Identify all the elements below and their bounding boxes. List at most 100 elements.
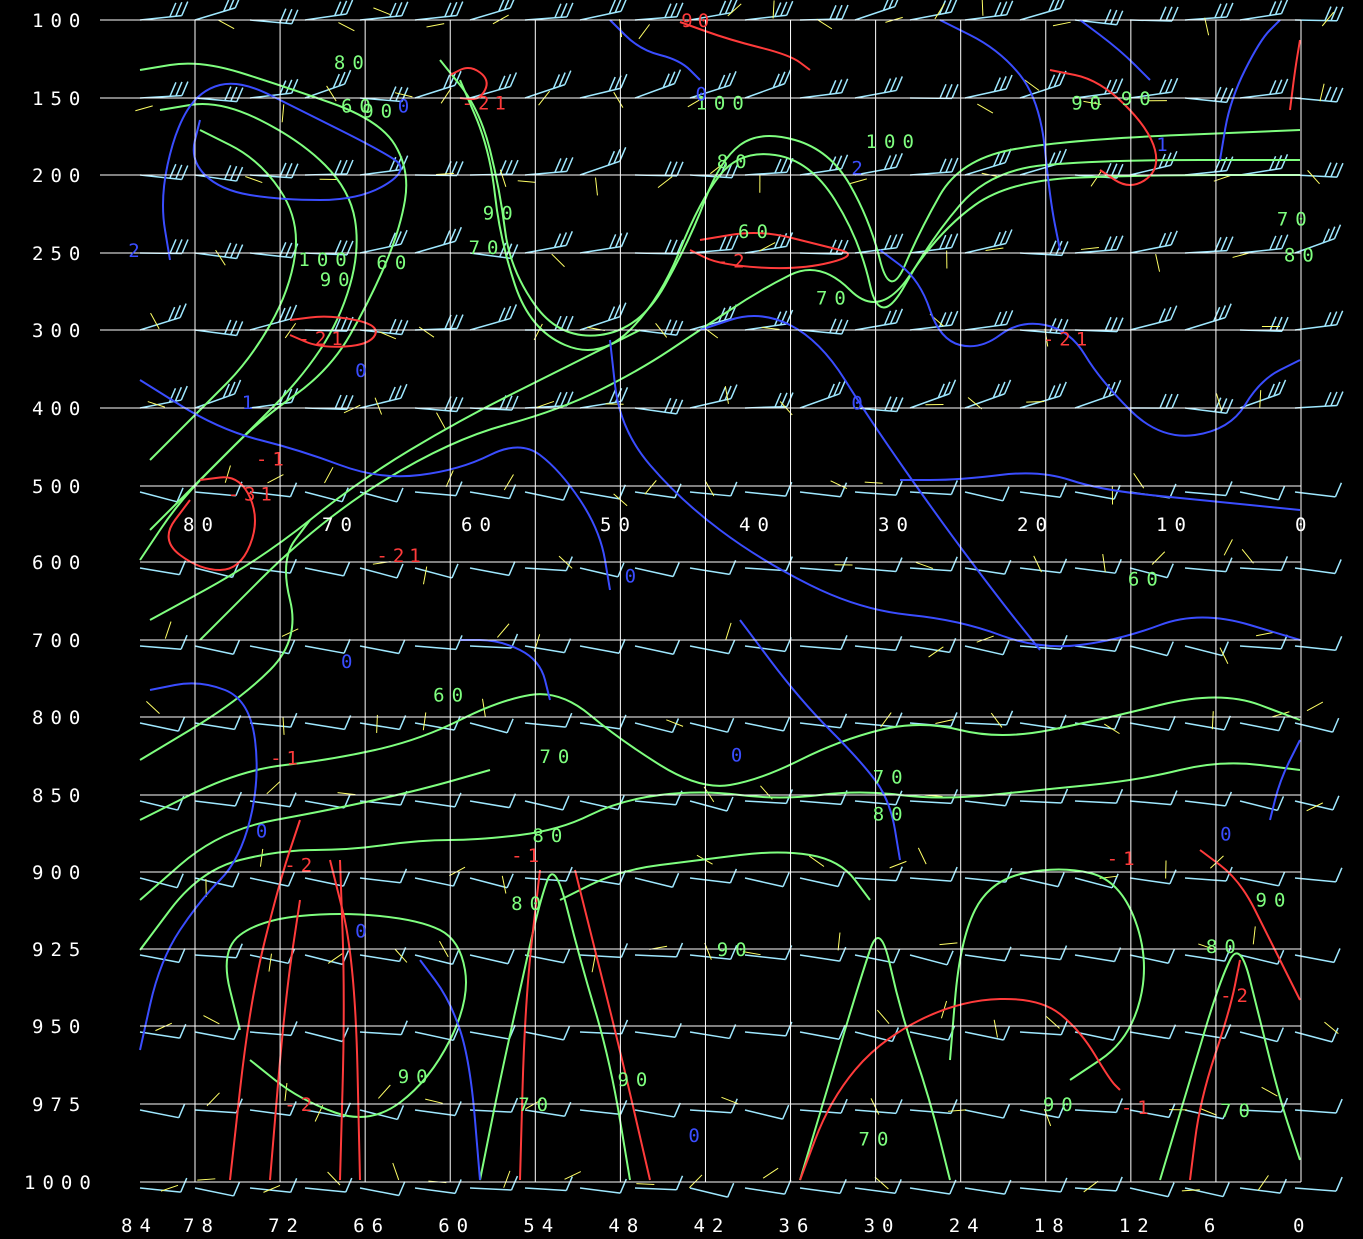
- wind-arrow: [422, 712, 427, 731]
- wind-barb: [1129, 318, 1171, 331]
- wind-barb-flag: [613, 148, 621, 164]
- wind-arrow: [1052, 21, 1071, 27]
- wind-barb-flag: [1104, 79, 1112, 95]
- wind-barb: [359, 722, 400, 731]
- wind-barb: [1129, 1187, 1169, 1198]
- wind-barb-flag: [229, 165, 238, 181]
- wind-barb-flag: [1115, 1098, 1124, 1113]
- wind-barb-flag: [620, 73, 628, 89]
- wind-barb-flag: [839, 713, 848, 729]
- wind-barb-flag: [401, 320, 409, 335]
- wind-arrow: [967, 397, 983, 410]
- wind-barb: [634, 329, 677, 336]
- wind-barb-flag: [503, 73, 512, 89]
- contour-path: [329, 859, 361, 1181]
- wind-barb-flag: [786, 0, 794, 16]
- wind-barb-flag: [560, 157, 568, 173]
- wind-barb-flag: [228, 0, 235, 10]
- wind-barb-flag: [394, 385, 402, 400]
- wind-barb-flag: [223, 0, 230, 12]
- wind-arrow: [268, 953, 272, 972]
- wind-arrow: [1211, 711, 1214, 730]
- contour-label: -21: [298, 328, 347, 350]
- wind-barb: [909, 491, 952, 496]
- wind-barb: [249, 491, 291, 498]
- wind-barb-flag: [505, 159, 513, 175]
- wind-barb-flag: [1278, 379, 1287, 395]
- wind-barb-flag: [169, 2, 177, 18]
- wind-barb-flag: [554, 315, 562, 331]
- wind-barb: [1019, 1109, 1059, 1119]
- wind-barb-flag: [841, 319, 849, 335]
- wind-barb-flag: [895, 712, 903, 727]
- wind-barb-flag: [993, 231, 1001, 247]
- wind-barb-flag: [1113, 484, 1121, 500]
- x-tick-label: 60: [438, 1215, 475, 1237]
- wind-barb-flag: [675, 942, 684, 958]
- wind-arrow: [551, 253, 565, 268]
- wind-barb: [634, 645, 674, 656]
- wind-barb-flag: [1158, 308, 1166, 323]
- wind-barb-flag: [290, 712, 298, 728]
- y-tick-label: 975: [32, 1094, 87, 1116]
- wind-arrow: [816, 18, 833, 30]
- wind-barb-flag: [1053, 150, 1062, 166]
- contour-label: 100: [298, 249, 353, 271]
- wind-barb: [524, 244, 567, 254]
- wind-barb-flag: [889, 154, 898, 169]
- wind-barb-flag: [343, 69, 352, 85]
- wind-barb-flag: [884, 234, 892, 250]
- wind-barb-flag: [837, 872, 845, 887]
- wind-barb-flag: [998, 381, 1006, 397]
- contour-path: [1289, 39, 1301, 111]
- wind-barb: [139, 645, 182, 650]
- wind-barb-flag: [840, 635, 848, 650]
- wind-barb-flag: [566, 315, 574, 331]
- contour-path: [339, 859, 345, 1181]
- contour-label: 60: [341, 96, 378, 118]
- wind-barb-flag: [552, 74, 561, 89]
- contour-path: [574, 869, 651, 1181]
- contour-path: [519, 869, 541, 1181]
- wind-barb-flag: [456, 397, 464, 412]
- wind-barb-flag: [613, 304, 621, 319]
- wind-barb: [194, 1109, 237, 1114]
- wind-barb: [964, 161, 1006, 176]
- wind-barb-flag: [1275, 316, 1283, 332]
- wind-barb: [1074, 393, 1115, 409]
- wind-barb: [1074, 877, 1113, 889]
- wind-barb-flag: [728, 639, 736, 654]
- wind-barb-flag: [173, 305, 182, 320]
- wind-barb: [1129, 91, 1172, 99]
- wind-barb-flag: [1269, 316, 1277, 332]
- grid-lines: [100, 19, 1302, 1183]
- contour-path: [419, 959, 481, 1181]
- wind-arrow: [870, 1098, 880, 1115]
- wind-barb-flag: [730, 1098, 738, 1114]
- wind-barb-flag: [1224, 303, 1232, 318]
- contour-label: 70: [873, 766, 910, 788]
- wind-barb-flag: [828, 156, 837, 171]
- contour-path: [1049, 69, 1158, 186]
- wind-arrow: [418, 326, 435, 338]
- wind-barb-flag: [564, 70, 572, 85]
- wind-barb: [524, 1187, 567, 1192]
- wind-barb-flag: [1059, 945, 1068, 960]
- wind-barb-flag: [506, 873, 514, 889]
- wind-barb-flag: [398, 1181, 406, 1196]
- wind-barb: [1184, 491, 1227, 497]
- wind-barb-flag: [724, 0, 733, 15]
- wind-barb: [194, 252, 237, 260]
- wind-barb-flag: [456, 314, 464, 329]
- wind-arrow: [761, 326, 780, 330]
- wind-barb-flag: [617, 562, 625, 578]
- wind-barb-flag: [778, 71, 786, 87]
- wind-barb-flag: [833, 381, 841, 397]
- x-tick-label: 48: [608, 1215, 645, 1237]
- wind-barb: [634, 567, 674, 578]
- wind-barb: [139, 722, 179, 732]
- wind-barb-flag: [731, 235, 739, 250]
- contour-path: [289, 315, 377, 348]
- wind-barb: [194, 645, 234, 655]
- wind-barb: [469, 491, 510, 500]
